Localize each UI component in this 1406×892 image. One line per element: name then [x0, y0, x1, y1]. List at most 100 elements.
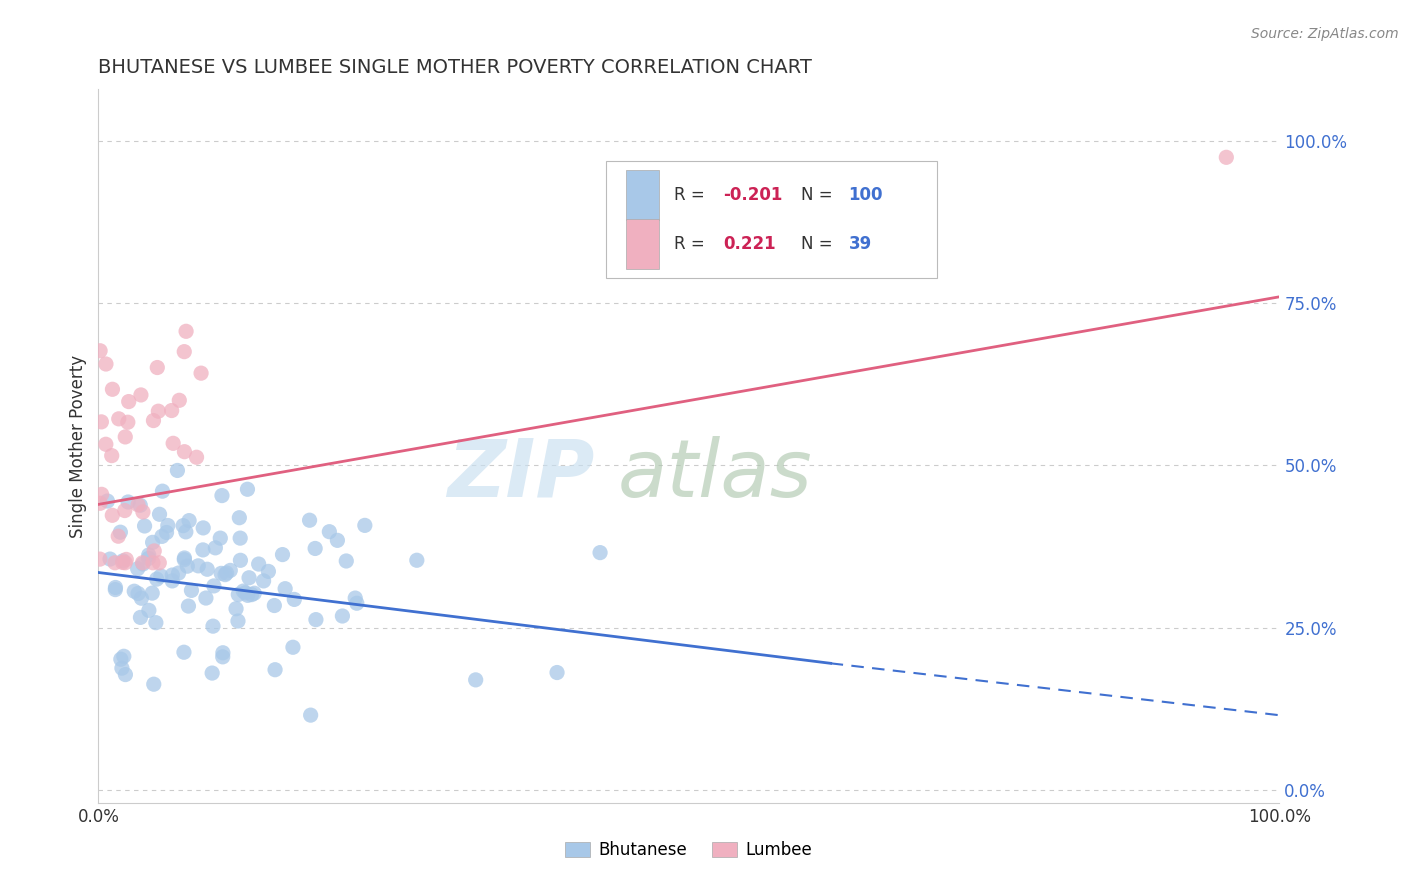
Point	[346, 596, 368, 610]
Point	[145, 615, 167, 630]
Point	[141, 586, 163, 600]
Text: ZIP: ZIP	[447, 435, 595, 514]
Point	[138, 551, 160, 566]
Point	[114, 430, 136, 444]
Point	[546, 665, 568, 680]
Point	[162, 436, 184, 450]
Text: atlas: atlas	[619, 435, 813, 514]
Text: R =: R =	[673, 186, 710, 204]
Legend: Bhutanese, Lumbee: Bhutanese, Lumbee	[558, 835, 820, 866]
Point	[143, 544, 166, 558]
Point	[100, 449, 122, 463]
Y-axis label: Single Mother Poverty: Single Mother Poverty	[69, 354, 87, 538]
Point	[145, 572, 167, 586]
Point	[335, 554, 357, 568]
Point	[299, 708, 322, 723]
Point	[281, 640, 304, 655]
Point	[132, 557, 155, 571]
Point	[225, 601, 247, 615]
Point	[174, 324, 197, 338]
Point	[176, 559, 198, 574]
Point	[115, 552, 138, 566]
Point	[90, 487, 112, 501]
Point	[111, 554, 134, 568]
Point	[127, 562, 149, 576]
Point	[194, 591, 217, 605]
Point	[177, 514, 200, 528]
Point	[110, 525, 132, 540]
Point	[332, 609, 354, 624]
Point	[173, 552, 195, 566]
Point	[257, 565, 280, 579]
Point	[214, 567, 236, 582]
Point	[142, 556, 165, 570]
Point	[155, 525, 177, 540]
Point	[160, 403, 183, 417]
Point	[138, 548, 160, 562]
Point	[236, 588, 259, 602]
Point	[167, 566, 190, 580]
Point	[150, 529, 173, 543]
Point	[169, 393, 191, 408]
Point	[318, 524, 340, 539]
Point	[118, 394, 141, 409]
Point	[152, 484, 174, 499]
Point	[98, 552, 121, 566]
Text: Source: ZipAtlas.com: Source: ZipAtlas.com	[1251, 27, 1399, 41]
Point	[172, 518, 194, 533]
Point	[173, 344, 195, 359]
Point	[252, 574, 274, 588]
Point	[236, 482, 259, 496]
Point	[173, 444, 195, 458]
Point	[127, 586, 149, 600]
Point	[202, 579, 225, 593]
Point	[304, 541, 326, 556]
Point	[148, 508, 170, 522]
Point	[238, 571, 260, 585]
Point	[405, 553, 427, 567]
Point	[233, 586, 256, 600]
Point	[96, 494, 118, 508]
Point	[232, 584, 254, 599]
Text: BHUTANESE VS LUMBEE SINGLE MOTHER POVERTY CORRELATION CHART: BHUTANESE VS LUMBEE SINGLE MOTHER POVERT…	[98, 57, 813, 77]
Point	[114, 667, 136, 681]
Point	[149, 569, 172, 583]
Point	[201, 666, 224, 681]
Point	[226, 614, 249, 628]
Point	[111, 661, 134, 675]
Text: R =: R =	[673, 235, 710, 252]
Point	[142, 677, 165, 691]
FancyBboxPatch shape	[606, 161, 936, 278]
Point	[94, 437, 117, 451]
Point	[229, 553, 252, 567]
Point	[110, 652, 132, 666]
Point	[134, 519, 156, 533]
Point	[104, 582, 127, 597]
Point	[162, 574, 184, 588]
Point	[114, 503, 136, 517]
Point	[195, 562, 218, 576]
Point	[271, 548, 294, 562]
Point	[114, 556, 136, 570]
Point	[274, 582, 297, 596]
Point	[129, 388, 152, 402]
Point	[464, 673, 486, 687]
Point	[142, 535, 165, 549]
Point	[201, 619, 224, 633]
Point	[148, 556, 170, 570]
Point	[326, 533, 349, 548]
Point	[263, 599, 285, 613]
Point	[90, 415, 112, 429]
Point	[142, 413, 165, 427]
Point	[127, 498, 149, 512]
Point	[344, 591, 367, 605]
Point	[122, 584, 145, 599]
Point	[211, 489, 233, 503]
Point	[228, 510, 250, 524]
Point	[148, 404, 170, 418]
Point	[228, 588, 250, 602]
Bar	[626, 170, 659, 220]
Point	[174, 524, 197, 539]
Point	[111, 556, 134, 570]
Point	[204, 541, 226, 555]
